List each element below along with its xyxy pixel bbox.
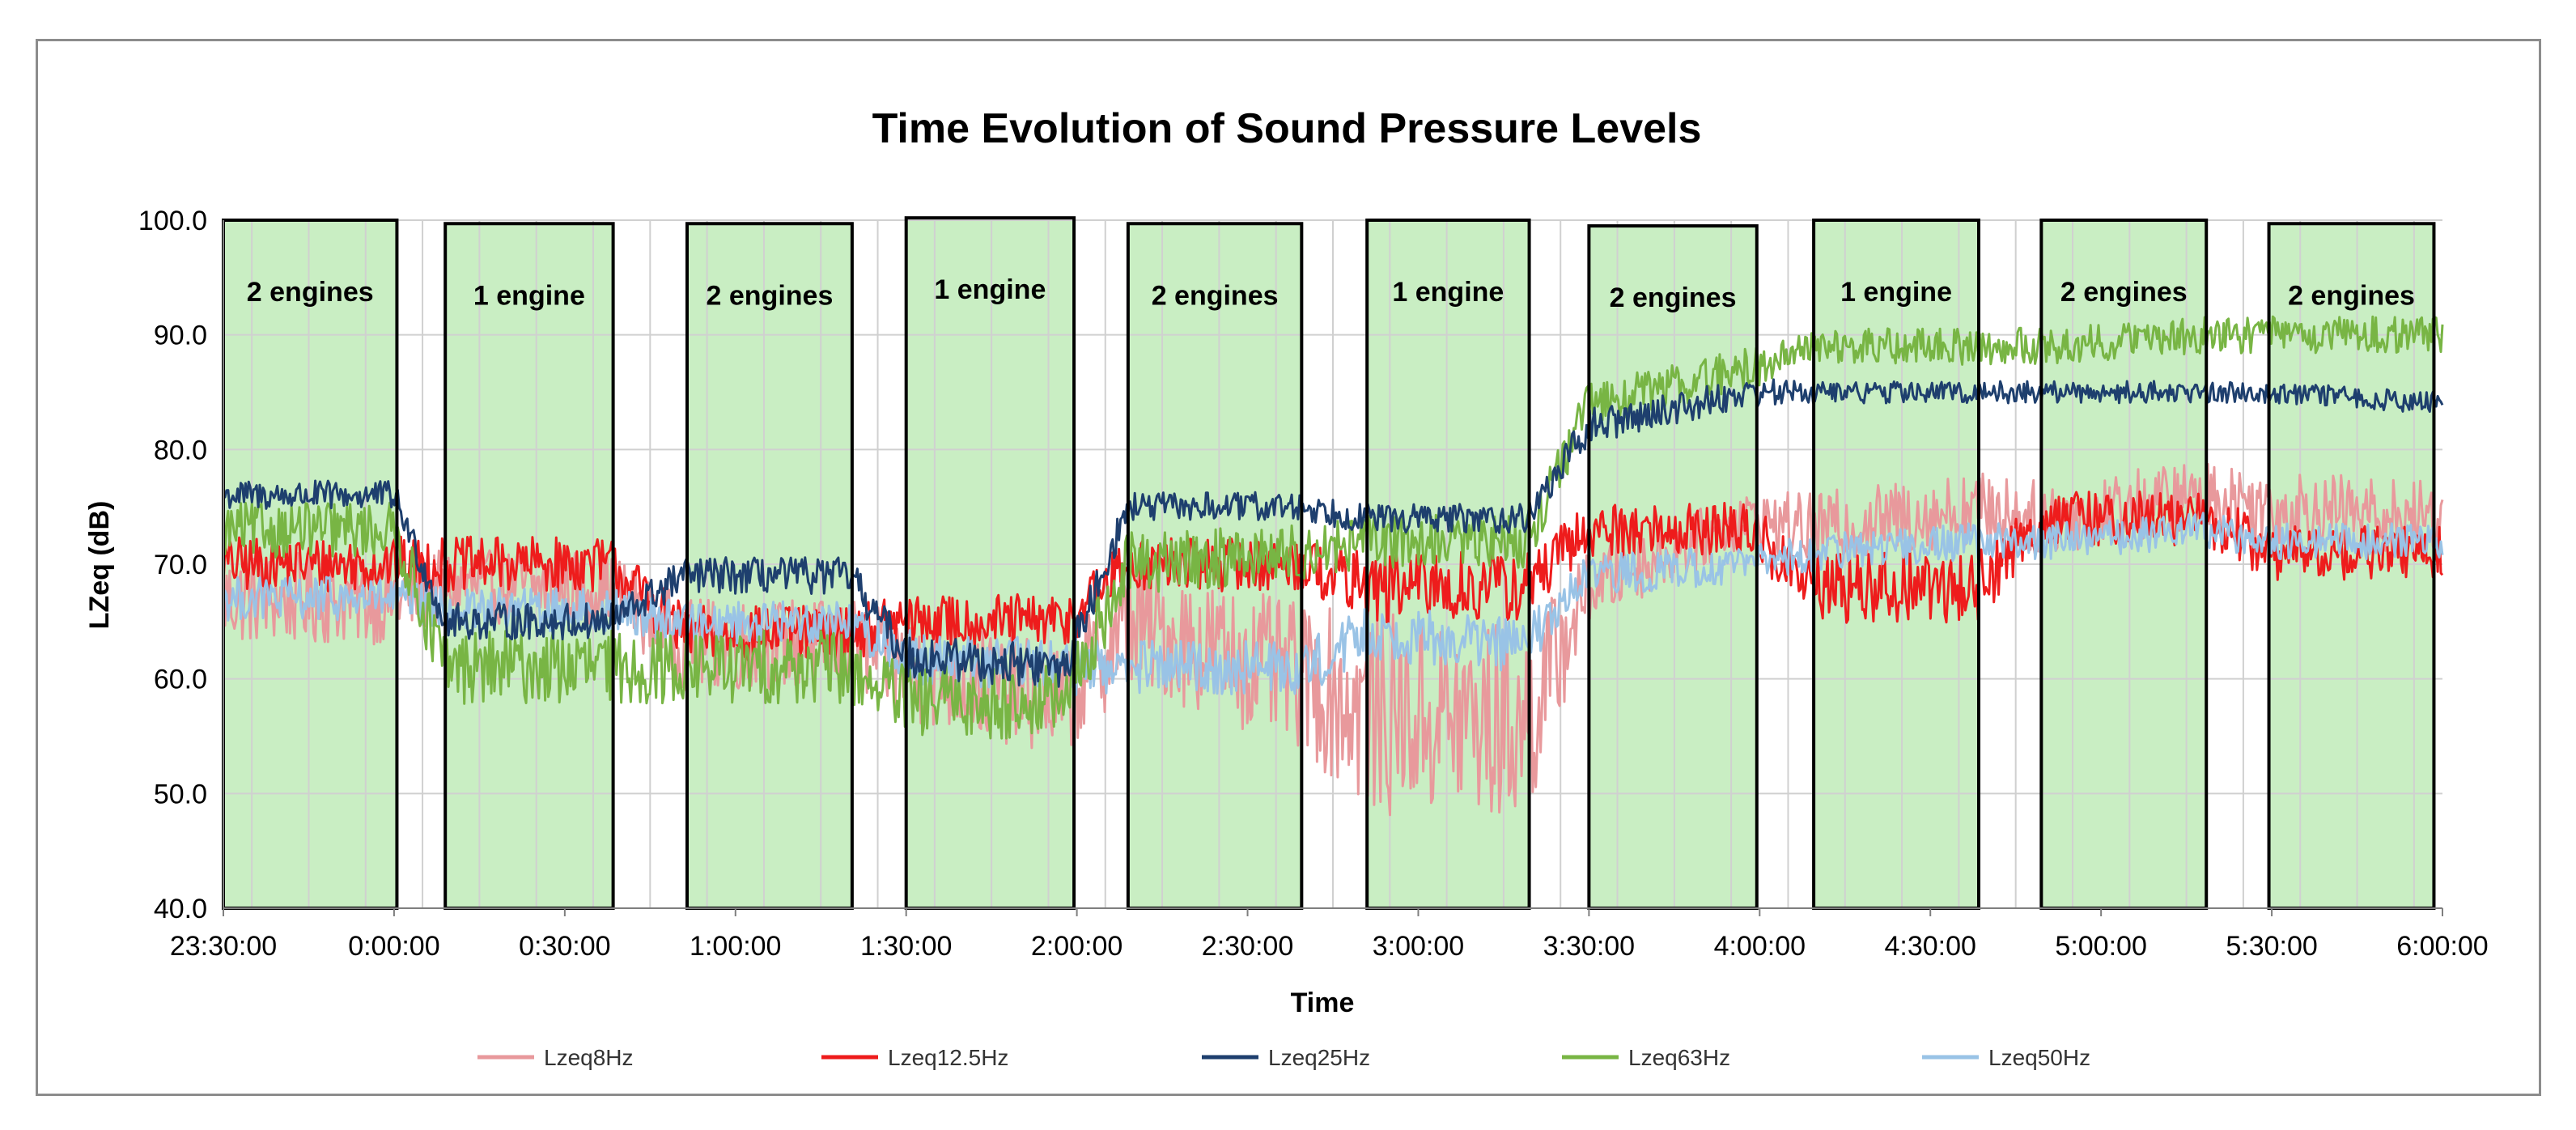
x-tick-label: 3:30:00 [1543, 931, 1635, 962]
chart-title: Time Evolution of Sound Pressure Levels [872, 105, 1702, 152]
x-tick-label: 4:00:00 [1714, 931, 1806, 962]
shaded-period-label: 1 engine [473, 280, 585, 311]
shaded-period-label: 2 engines [1610, 282, 1737, 313]
x-tick-label: 3:00:00 [1373, 931, 1464, 962]
legend-item: Lzeq25Hz [1202, 1045, 1370, 1070]
x-tick-label: 5:00:00 [2055, 931, 2146, 962]
shaded-period-label: 2 engines [2060, 277, 2188, 308]
legend-item: Lzeq50Hz [1922, 1045, 2090, 1070]
y-axis-label: LZeq (dB) [84, 501, 115, 630]
x-tick-label: 2:00:00 [1031, 931, 1122, 962]
x-tick-label: 1:00:00 [690, 931, 781, 962]
series-line-lzeq12-5hz [222, 490, 2444, 661]
legend-label: Lzeq12.5Hz [888, 1045, 1008, 1070]
legend-label: Lzeq63Hz [1628, 1045, 1730, 1070]
y-tick-label: 100.0 [138, 206, 207, 236]
x-tick-label: 0:00:00 [348, 931, 439, 962]
shaded-period-label: 2 engines [247, 277, 374, 308]
series-lines [222, 315, 2444, 817]
legend: Lzeq8Hz Lzeq12.5Hz Lzeq25Hz Lzeq63Hz Lzeq50H… [477, 1045, 2090, 1070]
y-tick-label: 60.0 [154, 665, 207, 695]
x-tick-label: 23:30:00 [170, 931, 277, 962]
y-tick-label: 70.0 [154, 550, 207, 580]
legend-item: Lzeq12.5Hz [821, 1045, 1008, 1070]
shaded-period-label: 2 engines [707, 280, 834, 311]
shaded-period-label: 2 engines [2288, 280, 2415, 311]
x-tick-label: 2:30:00 [1202, 931, 1293, 962]
shaded-period-label: 1 engine [934, 274, 1046, 305]
x-tick-label: 0:30:00 [519, 931, 610, 962]
x-tick-label: 5:30:00 [2226, 931, 2317, 962]
y-tick-labels: 40.0 50.0 60.0 70.0 80.0 90.0 100.0 [138, 206, 207, 924]
shaded-period-label: 1 engine [1840, 277, 1952, 308]
x-tick-label: 6:00:00 [2396, 931, 2488, 962]
y-tick-label: 90.0 [154, 321, 207, 351]
legend-item: Lzeq63Hz [1562, 1045, 1730, 1070]
y-tick-label: 40.0 [154, 894, 207, 924]
legend-label: Lzeq8Hz [544, 1045, 634, 1070]
series-line-lzeq50hz [222, 512, 2444, 696]
legend-label: Lzeq25Hz [1268, 1045, 1370, 1070]
x-axis-label: Time [1291, 988, 1355, 1018]
shaded-period-labels: 2 engines 1 engine 2 engines 1 engine 2 engi… [247, 274, 2415, 313]
x-tick-label: 4:30:00 [1885, 931, 1976, 962]
series-line-lzeq25hz [223, 378, 2444, 688]
shaded-period-label: 2 engines [1152, 280, 1279, 311]
legend-label: Lzeq50Hz [1988, 1045, 2090, 1070]
x-tick-label: 1:30:00 [860, 931, 952, 962]
legend-item: Lzeq8Hz [477, 1045, 634, 1070]
y-tick-label: 50.0 [154, 779, 207, 809]
shaded-period-label: 1 engine [1392, 277, 1504, 308]
axes [223, 220, 2442, 909]
x-tick-labels: 23:30:00 0:00:00 0:30:00 1:00:00 1:30:00 2:00… [170, 908, 2489, 962]
series-line-lzeq63hz [222, 315, 2444, 740]
y-tick-label: 80.0 [154, 435, 207, 465]
